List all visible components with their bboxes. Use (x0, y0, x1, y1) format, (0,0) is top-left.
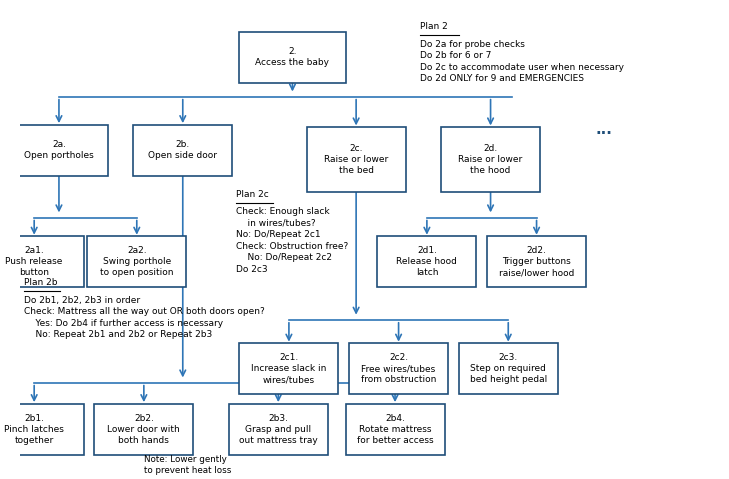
FancyBboxPatch shape (378, 236, 477, 287)
Text: 2.
Access the baby: 2. Access the baby (255, 47, 330, 67)
Text: 2c3.
Step on required
bed height pedal: 2c3. Step on required bed height pedal (469, 353, 547, 384)
Text: Do 2a for probe checks
Do 2b for 6 or 7
Do 2c to accommodate user when necessary: Do 2a for probe checks Do 2b for 6 or 7 … (420, 40, 624, 83)
Text: 2a1.
Push release
button: 2a1. Push release button (6, 246, 63, 277)
FancyBboxPatch shape (459, 343, 558, 394)
Text: 2d2.
Trigger buttons
raise/lower hood: 2d2. Trigger buttons raise/lower hood (499, 246, 574, 277)
Text: 2c1.
Increase slack in
wires/tubes: 2c1. Increase slack in wires/tubes (252, 353, 327, 384)
Text: 2b4.
Rotate mattress
for better access: 2b4. Rotate mattress for better access (356, 413, 433, 445)
Text: Plan 2: Plan 2 (420, 23, 448, 31)
Text: ...: ... (596, 122, 612, 137)
FancyBboxPatch shape (487, 236, 586, 287)
FancyBboxPatch shape (9, 125, 109, 176)
FancyBboxPatch shape (94, 404, 193, 455)
Text: 2d1.
Release hood
latch: 2d1. Release hood latch (397, 246, 457, 277)
FancyBboxPatch shape (239, 32, 346, 83)
Text: 2d.
Raise or lower
the hood: 2d. Raise or lower the hood (459, 144, 523, 175)
FancyBboxPatch shape (87, 236, 187, 287)
Text: 2b.
Open side door: 2b. Open side door (148, 140, 217, 160)
FancyBboxPatch shape (133, 125, 233, 176)
Text: Do 2b1, 2b2, 2b3 in order
Check: Mattress all the way out OR both doors open?
  : Do 2b1, 2b2, 2b3 in order Check: Mattres… (23, 296, 265, 339)
Text: Note: Lower gently
to prevent heat loss: Note: Lower gently to prevent heat loss (144, 455, 231, 475)
FancyBboxPatch shape (0, 236, 84, 287)
FancyBboxPatch shape (229, 404, 328, 455)
FancyBboxPatch shape (307, 127, 405, 192)
Text: Plan 2b: Plan 2b (23, 278, 57, 287)
FancyBboxPatch shape (346, 404, 445, 455)
Text: Check: Enough slack
    in wires/tubes?
No: Do/Repeat 2c1
Check: Obstruction fre: Check: Enough slack in wires/tubes? No: … (236, 207, 348, 274)
FancyBboxPatch shape (239, 343, 338, 394)
Text: 2b3.
Grasp and pull
out mattress tray: 2b3. Grasp and pull out mattress tray (239, 413, 318, 445)
Text: 2b1.
Pinch latches
together: 2b1. Pinch latches together (4, 413, 64, 445)
FancyBboxPatch shape (0, 404, 84, 455)
Text: 2c.
Raise or lower
the bed: 2c. Raise or lower the bed (324, 144, 389, 175)
FancyBboxPatch shape (441, 127, 540, 192)
Text: 2a2.
Swing porthole
to open position: 2a2. Swing porthole to open position (100, 246, 174, 277)
Text: Plan 2c: Plan 2c (236, 190, 268, 199)
Text: 2a.
Open portholes: 2a. Open portholes (24, 140, 94, 160)
FancyBboxPatch shape (349, 343, 448, 394)
Text: 2c2.
Free wires/tubes
from obstruction: 2c2. Free wires/tubes from obstruction (361, 353, 436, 384)
Text: 2b2.
Lower door with
both hands: 2b2. Lower door with both hands (107, 413, 180, 445)
